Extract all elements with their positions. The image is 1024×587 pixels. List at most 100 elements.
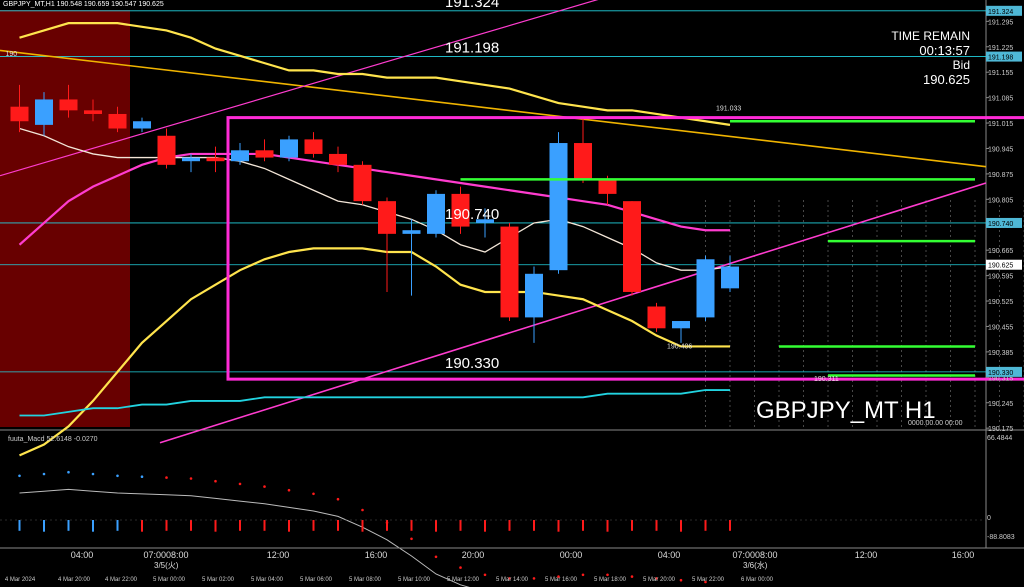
- candle-body: [59, 99, 78, 111]
- candle-body: [329, 153, 347, 165]
- axis-tick-label: 191.085: [988, 96, 1013, 103]
- time-label-bottom: 6 Mar 00:00: [741, 577, 774, 583]
- macd-signal-dot: [655, 577, 658, 580]
- candle-body: [402, 230, 421, 234]
- candle-body: [500, 226, 519, 318]
- bid-value: 190.625: [923, 72, 970, 87]
- axis-tick-label: 190.385: [988, 350, 1013, 357]
- candle-body: [623, 201, 641, 292]
- macd-signal-dot: [214, 479, 217, 483]
- axis-tick-label: 190.875: [988, 172, 1013, 179]
- time-label: 12:00: [267, 550, 290, 560]
- time-label-bottom: 5 Mar 04:00: [251, 577, 284, 583]
- axis-tick-label: 190.175: [988, 426, 1013, 433]
- macd-signal-dot: [459, 566, 462, 569]
- bid-label: Bid: [952, 58, 970, 72]
- price-label: 190.330: [445, 355, 499, 372]
- candle-body: [10, 106, 29, 122]
- time-label-bottom: 5 Mar 08:00: [349, 577, 382, 583]
- macd-signal-dot: [434, 555, 438, 559]
- moving-average-white: [19, 127, 731, 271]
- moving-averages: [18, 22, 731, 457]
- time-label: 20:00: [462, 550, 485, 560]
- candle-body: [549, 143, 568, 271]
- macd-signal-dot: [140, 475, 144, 479]
- candle-body: [157, 135, 176, 165]
- time-label-bottom: 5 Mar 14:00: [496, 577, 529, 583]
- time-label-bottom: 5 Mar 10:00: [398, 577, 431, 583]
- indicator-bottom-value: -88.8083: [987, 534, 1015, 541]
- candle-body: [598, 179, 617, 194]
- axis-price-badge: [986, 217, 1022, 228]
- axis-tick-label: 190.245: [988, 401, 1013, 408]
- axis-tick-label: 190.805: [988, 197, 1013, 204]
- day-label: 3/5(火): [154, 561, 179, 570]
- time-label: 16:00: [952, 550, 975, 560]
- macd-panel: [0, 470, 1024, 587]
- macd-signal-dot: [91, 472, 95, 476]
- macd-signal-dot: [606, 573, 609, 577]
- macd-signal-dot: [508, 577, 511, 580]
- time-label-bottom: 5 Mar 22:00: [692, 577, 725, 583]
- indicator-zero-value: 0: [987, 515, 991, 522]
- time-axis: 04:00 07:0008:00 12:00 16:00 20:00 00:00 04:00…: [5, 550, 974, 583]
- time-label: 04:00: [71, 550, 94, 560]
- candle-body: [231, 150, 249, 162]
- small-price-label: 190: [6, 51, 18, 58]
- axis-tick-label: 191.015: [988, 121, 1013, 128]
- axis-tick-label: 190.945: [988, 146, 1013, 153]
- axis-tick-label: 190.595: [988, 274, 1013, 281]
- axis-tick-label: 190.455: [988, 324, 1013, 331]
- time-label-bottom: 4 Mar 2024: [5, 577, 36, 583]
- small-price-label: 190.311: [814, 376, 839, 383]
- moving-average-cyan: [19, 389, 730, 417]
- macd-signal-dot: [679, 578, 683, 582]
- axis-price-badge: [986, 51, 1022, 62]
- axis-tick-label: 190.525: [988, 299, 1013, 306]
- time-label-bottom: 5 Mar 20:00: [643, 577, 676, 583]
- time-label-bottom: 4 Mar 20:00: [58, 577, 91, 583]
- candle-body: [451, 193, 470, 227]
- macd-signal-dot: [42, 472, 46, 476]
- price-labels: 191.324 191.198 190.740 190.330 191.033 190.4…: [6, 0, 839, 383]
- time-label-bottom: 5 Mar 16:00: [545, 577, 578, 583]
- macd-signal-dot: [581, 573, 585, 577]
- macd-signal-dot: [263, 485, 266, 488]
- overlay-objects: [226, 116, 1024, 381]
- info-panel: TIME REMAIN 00:13:57 Bid 190.625: [830, 29, 970, 87]
- macd-signal-dot: [630, 575, 634, 578]
- indicator-label: fuuta_Macd 52.6148 -0.0270: [8, 436, 98, 443]
- bollinger-upper: [19, 22, 731, 126]
- symbol-watermark: GBPJPY_MT H1: [756, 397, 936, 424]
- macd-signal-dot: [361, 508, 364, 512]
- axis-price-badge: [986, 5, 1022, 16]
- axis-badge-text: 190.330: [988, 370, 1013, 377]
- macd-signal-dot: [385, 521, 389, 524]
- price-label: 191.324: [445, 0, 499, 11]
- trend-lines: [0, 0, 987, 444]
- magenta-trendline-lower: [159, 182, 987, 444]
- candle-body: [35, 99, 53, 125]
- axis-tick-label: 190.665: [988, 248, 1013, 255]
- axis-price-badge: [986, 259, 1022, 270]
- small-price-label: 191.033: [716, 105, 741, 112]
- candle-body: [133, 121, 151, 129]
- time-label: 07:0008:00: [732, 550, 777, 560]
- macd-signal-dot: [18, 474, 21, 478]
- time-remain-value: 00:13:57: [919, 43, 970, 58]
- price-label: 191.198: [445, 40, 499, 57]
- moving-average-magenta: [18, 152, 730, 246]
- candle-body: [255, 150, 274, 158]
- candle-body: [476, 219, 494, 223]
- candle-body: [696, 259, 715, 318]
- copyright-text: 0000.00.00 00:00: [908, 420, 963, 427]
- axis-tick-label: 190.315: [988, 375, 1013, 382]
- time-label-bottom: 4 Mar 22:00: [105, 577, 138, 583]
- macd-signal-dot: [704, 580, 707, 584]
- macd-signal-dot: [312, 492, 315, 496]
- axis-badge-text: 190.740: [988, 221, 1013, 228]
- candle-body: [304, 139, 323, 154]
- time-label: 12:00: [855, 550, 878, 560]
- macd-signal-dot: [165, 476, 168, 479]
